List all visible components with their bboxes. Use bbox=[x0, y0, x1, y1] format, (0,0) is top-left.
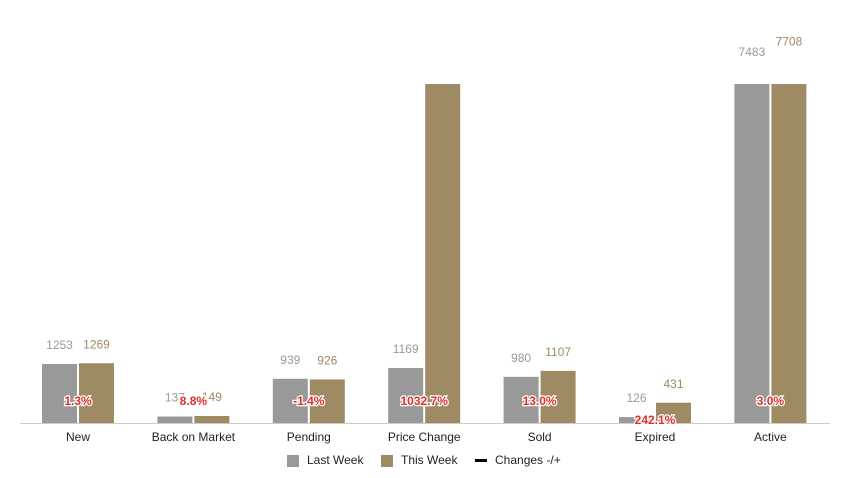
change-label: -1.4% bbox=[293, 394, 325, 408]
legend-swatch bbox=[381, 455, 393, 467]
value-label: 1169 bbox=[393, 342, 419, 356]
change-label: 3.0% bbox=[757, 394, 785, 408]
x-tick-label: Sold bbox=[528, 430, 552, 444]
bar bbox=[42, 364, 77, 423]
bar bbox=[388, 367, 424, 423]
value-label: 1269 bbox=[83, 337, 110, 351]
bar bbox=[771, 84, 807, 423]
value-label: 7708 bbox=[776, 34, 803, 48]
value-label: 1253 bbox=[46, 338, 73, 352]
x-tick-label: Pending bbox=[287, 430, 331, 444]
value-label: 7483 bbox=[739, 45, 766, 59]
bar bbox=[540, 370, 576, 423]
bar bbox=[503, 376, 539, 423]
change-label: 8.8% bbox=[180, 394, 208, 408]
x-tick-label: New bbox=[66, 430, 90, 444]
x-tick-label: Expired bbox=[635, 430, 676, 444]
value-label: 980 bbox=[511, 351, 531, 365]
bar bbox=[272, 378, 308, 423]
value-label: 939 bbox=[280, 353, 300, 367]
bar bbox=[157, 416, 193, 423]
value-label: 1107 bbox=[545, 345, 571, 359]
value-label: 137 bbox=[165, 391, 185, 405]
x-tick-label: Back on Market bbox=[152, 430, 236, 444]
bar bbox=[425, 84, 461, 423]
bar bbox=[619, 417, 654, 423]
change-label: 1032.7% bbox=[401, 394, 449, 408]
plot-area bbox=[42, 84, 807, 423]
value-label: 431 bbox=[663, 377, 683, 391]
x-tick-label: Price Change bbox=[388, 430, 461, 444]
bar bbox=[734, 84, 770, 423]
value-label: 149 bbox=[202, 390, 222, 404]
bar bbox=[656, 402, 691, 423]
change-label: 1.3% bbox=[64, 394, 92, 408]
value-label: 126 bbox=[626, 391, 646, 405]
change-label: 13.0% bbox=[523, 394, 557, 408]
legend-label: Changes -/+ bbox=[495, 453, 561, 467]
legend-label: Last Week bbox=[307, 453, 364, 467]
x-tick-label: Active bbox=[754, 430, 787, 444]
value-label: 926 bbox=[317, 354, 337, 368]
legend-label: This Week bbox=[401, 453, 458, 467]
legend-swatch bbox=[287, 455, 299, 467]
bar bbox=[194, 415, 230, 423]
bar bbox=[79, 363, 114, 423]
legend-swatch bbox=[475, 459, 487, 462]
change-label: 242.1% bbox=[635, 413, 676, 427]
bar bbox=[309, 379, 345, 423]
